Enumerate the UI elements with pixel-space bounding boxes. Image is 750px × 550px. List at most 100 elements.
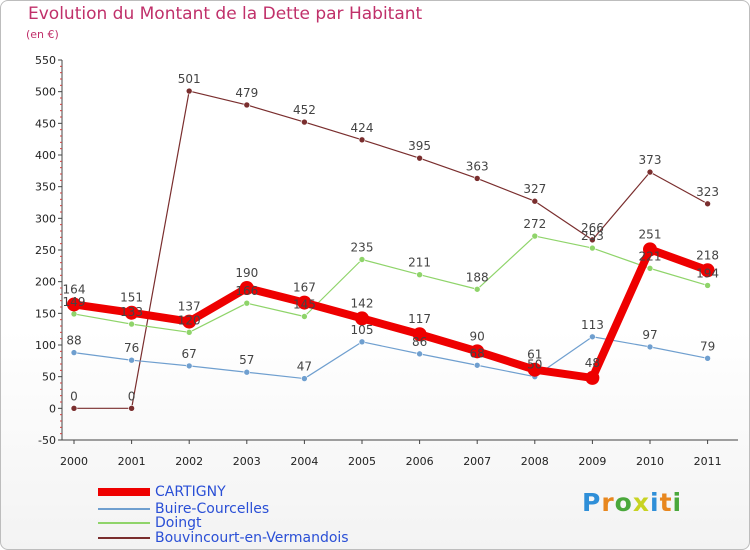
- data-label-cartigny: 117: [408, 312, 431, 326]
- data-label-buire-courcelles: 105: [351, 323, 374, 337]
- data-point-bouvincourt-en-vermandois: [473, 175, 481, 182]
- data-label-bouvincourt-en-vermandois: 395: [408, 139, 431, 153]
- x-tick-label: 2002: [175, 455, 203, 468]
- data-point-cartigny: [297, 295, 312, 310]
- series-line-cartigny: [70, 245, 712, 382]
- data-label-bouvincourt-en-vermandois: 0: [70, 389, 78, 403]
- data-label-buire-courcelles: 68: [470, 346, 485, 360]
- logo-letter: r: [601, 488, 615, 517]
- data-label-cartigny: 218: [696, 248, 719, 262]
- data-label-bouvincourt-en-vermandois: 452: [293, 103, 316, 117]
- data-label-cartigny: 142: [351, 296, 374, 310]
- x-tick-label: 2007: [463, 455, 491, 468]
- data-point-buire-courcelles: [416, 350, 423, 358]
- data-label-bouvincourt-en-vermandois: 501: [178, 72, 201, 86]
- logo-letter: P: [582, 488, 602, 517]
- data-point-bouvincourt-en-vermandois: [70, 405, 78, 412]
- chart-title: Evolution du Montant de la Dette par Hab…: [28, 4, 423, 24]
- data-label-buire-courcelles: 67: [182, 347, 197, 361]
- data-point-doingt: [70, 310, 78, 318]
- data-point-bouvincourt-en-vermandois: [358, 136, 366, 144]
- data-point-cartigny: [700, 263, 715, 278]
- data-point-bouvincourt-en-vermandois: [128, 405, 135, 412]
- data-label-cartigny: 61: [527, 348, 542, 362]
- series-line-bouvincourt-en-vermandois: [73, 90, 709, 409]
- data-point-cartigny: [412, 327, 427, 342]
- data-point-bouvincourt-en-vermandois: [589, 236, 596, 244]
- data-point-doingt: [646, 265, 654, 272]
- y-tick-label: 450: [35, 117, 56, 130]
- data-label-doingt: 133: [120, 305, 143, 319]
- data-point-buire-courcelles: [704, 354, 711, 362]
- y-tick-label: 100: [35, 339, 56, 352]
- y-tick-label: 200: [35, 276, 56, 289]
- x-tick-label: 2010: [636, 455, 664, 468]
- series-line-doingt: [73, 235, 709, 333]
- data-point-doingt: [358, 256, 366, 263]
- data-point-buire-courcelles: [358, 338, 366, 346]
- data-point-doingt: [589, 244, 596, 252]
- data-point-buire-courcelles: [185, 362, 193, 370]
- data-label-buire-courcelles: 97: [642, 328, 657, 342]
- data-label-buire-courcelles: 113: [581, 318, 604, 332]
- data-point-doingt: [473, 285, 481, 293]
- legend-swatch: [98, 508, 150, 510]
- data-label-bouvincourt-en-vermandois: 266: [581, 221, 604, 235]
- data-label-cartigny: 151: [120, 291, 143, 305]
- data-label-bouvincourt-en-vermandois: 479: [235, 86, 258, 100]
- data-point-buire-courcelles: [589, 333, 596, 341]
- data-point-bouvincourt-en-vermandois: [646, 168, 654, 176]
- data-point-cartigny: [643, 242, 657, 257]
- data-point-cartigny: [182, 314, 197, 329]
- data-point-bouvincourt-en-vermandois: [243, 101, 251, 109]
- x-tick-label: 2003: [233, 455, 261, 468]
- data-point-buire-courcelles: [243, 368, 251, 376]
- data-label-bouvincourt-en-vermandois: 373: [639, 153, 662, 167]
- data-point-doingt: [301, 313, 308, 320]
- legend-item-cartigny: CARTIGNY: [98, 485, 226, 499]
- data-point-cartigny: [585, 370, 600, 385]
- y-tick-label: 400: [35, 149, 56, 162]
- logo-letter: x: [632, 488, 650, 517]
- x-tick-label: 2008: [521, 455, 549, 468]
- data-label-doingt: 272: [523, 217, 546, 231]
- data-label-doingt: 120: [178, 313, 201, 327]
- logo-letter: o: [614, 488, 633, 517]
- data-point-doingt: [704, 282, 711, 289]
- data-point-doingt: [243, 299, 251, 307]
- data-point-cartigny: [124, 305, 139, 320]
- data-point-cartigny: [527, 362, 542, 377]
- legend-label: CARTIGNY: [155, 484, 226, 500]
- data-label-cartigny: 137: [178, 300, 201, 314]
- data-label-buire-courcelles: 47: [297, 360, 312, 374]
- data-point-bouvincourt-en-vermandois: [301, 118, 308, 126]
- data-label-cartigny: 90: [470, 329, 485, 343]
- data-point-doingt: [128, 320, 135, 328]
- data-point-buire-courcelles: [70, 349, 78, 356]
- x-tick-label: 2005: [348, 455, 376, 468]
- data-label-bouvincourt-en-vermandois: 323: [696, 185, 719, 199]
- legend-label: Buire-Courcelles: [155, 501, 270, 517]
- data-point-cartigny: [355, 311, 369, 326]
- data-label-bouvincourt-en-vermandois: 424: [351, 121, 374, 135]
- data-label-bouvincourt-en-vermandois: 327: [523, 182, 546, 196]
- y-tick-label: 250: [35, 244, 56, 257]
- legend-label: Doingt: [155, 515, 202, 531]
- data-label-cartigny: 251: [639, 227, 662, 241]
- legend-swatch: [98, 537, 150, 539]
- data-point-cartigny: [239, 281, 254, 295]
- data-label-buire-courcelles: 76: [124, 341, 139, 355]
- y-tick-label: 0: [49, 402, 56, 415]
- data-label-doingt: 145: [293, 298, 316, 312]
- data-label-doingt: 194: [696, 266, 719, 280]
- x-tick-label: 2009: [578, 455, 606, 468]
- x-tick-label: 2011: [694, 455, 722, 468]
- data-point-buire-courcelles: [473, 361, 481, 369]
- logo-letter: t: [659, 488, 673, 517]
- data-point-doingt: [531, 232, 539, 240]
- x-tick-label: 2004: [290, 455, 318, 468]
- data-label-buire-courcelles: 79: [700, 339, 715, 353]
- data-label-buire-courcelles: 50: [527, 358, 542, 372]
